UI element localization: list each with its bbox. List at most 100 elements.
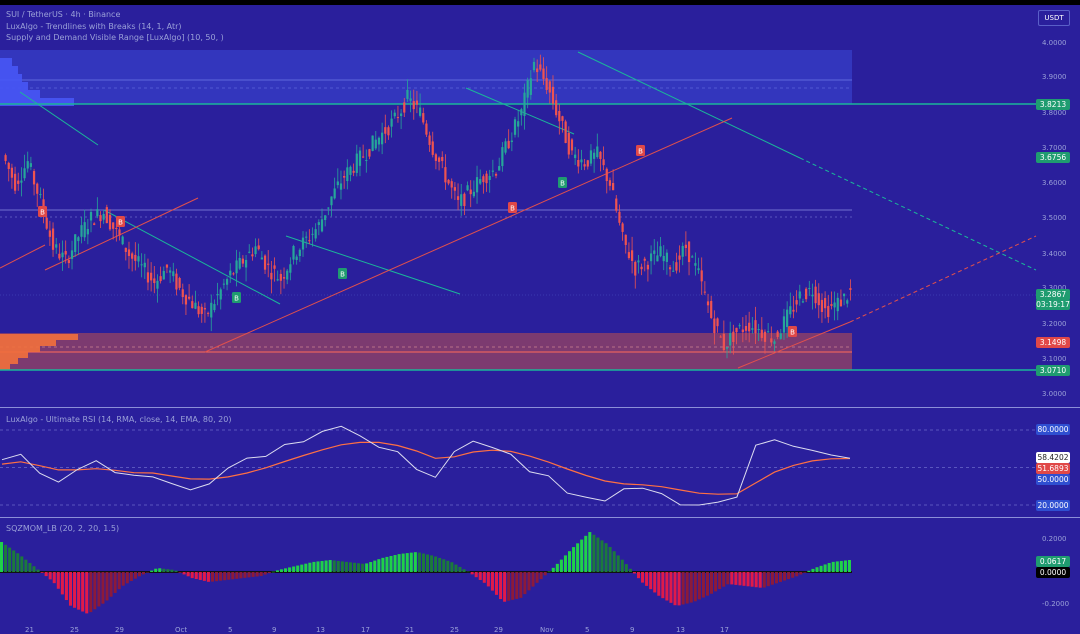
candle-body [181, 289, 184, 298]
sqz-histogram-bar [738, 572, 742, 586]
candle-body [627, 252, 631, 259]
sqz-histogram-bar [259, 572, 263, 576]
sqz-histogram-bar [799, 572, 803, 575]
candle-body [178, 277, 181, 288]
sqz-histogram-bar [4, 544, 8, 572]
candle-body [23, 168, 26, 179]
sqz-histogram-bar [462, 569, 466, 572]
sqz-zero-tag: 0.0000 [1036, 567, 1070, 578]
sqz-histogram-bar [385, 556, 389, 572]
candle-body [374, 139, 377, 149]
sqz-histogram-bar [48, 572, 52, 580]
sqz-histogram-bar [588, 532, 592, 572]
candle-body [381, 132, 384, 145]
candle-body [434, 154, 438, 161]
sqz-histogram-bar [389, 555, 393, 572]
candle-body [849, 288, 852, 290]
sqz-histogram-bar [101, 572, 105, 604]
currency-button[interactable]: USDT [1038, 10, 1070, 26]
pane-separator-sqz[interactable] [0, 517, 1080, 518]
rsi-indicator-label[interactable]: LuxAlgo - Ultimate RSI (14, RMA, close, … [6, 415, 232, 424]
sqz-histogram-bar [677, 572, 681, 606]
bar-countdown-tag: 03:19:17 [1036, 299, 1070, 310]
candle-body [687, 241, 691, 263]
candle-body [586, 160, 589, 167]
breakout-marker-label: B [118, 219, 123, 227]
rsi-mid-tag: 50.0000 [1036, 474, 1070, 485]
candle-body [776, 331, 779, 338]
sqz-histogram-bar [803, 572, 807, 573]
sqz-indicator-label[interactable]: SQZMOM_LB (20, 2, 20, 1.5) [6, 524, 120, 533]
candle-body [260, 257, 263, 260]
candle-body [488, 175, 491, 181]
rsi-signal-tag: 51.6893 [1036, 463, 1070, 474]
sqz-histogram-bar [559, 559, 563, 572]
candle-body [668, 267, 672, 270]
candle-body [289, 264, 292, 273]
top-bar [0, 0, 1080, 5]
candle-body [523, 92, 526, 116]
sqz-histogram-bar [734, 572, 738, 585]
indicator-trendlines-label[interactable]: LuxAlgo - Trendlines with Breaks (14, 1,… [6, 22, 182, 31]
candle-body [238, 257, 241, 269]
sqz-histogram-bar [478, 572, 482, 580]
sqz-histogram-bar [44, 572, 48, 577]
candle-body [589, 150, 593, 164]
candle-body [646, 264, 650, 270]
candle-body [624, 234, 627, 245]
candle-body [574, 154, 577, 159]
sqz-histogram-bar [795, 572, 799, 577]
candle-body [263, 255, 267, 270]
sqz-histogram-bar [401, 553, 405, 572]
time-tick: Oct [175, 626, 188, 634]
pane-separator-rsi[interactable] [0, 407, 1080, 408]
candle-body [191, 301, 194, 309]
time-tick: 5 [585, 626, 590, 634]
supply-profile-bar [0, 90, 40, 98]
sqz-histogram-bar [300, 564, 304, 572]
candle-body [48, 230, 51, 237]
sqz-histogram-bar [24, 559, 28, 572]
sqz-histogram-bar [474, 572, 478, 578]
sqz-histogram-bar [697, 572, 701, 600]
candle-body [596, 146, 599, 158]
sqz-histogram-bar [746, 572, 750, 587]
indicator-supply-demand-label[interactable]: Supply and Demand Visible Range [LuxAlgo… [6, 33, 224, 42]
sqz-histogram-bar [568, 551, 572, 572]
demand-profile-bar [0, 364, 10, 370]
candle-body [194, 302, 197, 309]
candle-body [39, 194, 42, 196]
candle-body [244, 259, 248, 268]
sqz-histogram-bar [754, 572, 758, 588]
sqz-histogram-bar [210, 572, 215, 582]
sqz-histogram-bar [16, 553, 20, 572]
sqz-histogram-bar [381, 557, 385, 572]
sqz-histogram-bar [551, 567, 555, 572]
sqz-histogram-bar [730, 572, 734, 585]
candle-body [390, 118, 393, 127]
sqz-histogram-bar [150, 570, 154, 572]
candle-body [55, 244, 58, 248]
candle-body [20, 180, 23, 183]
symbol-title[interactable]: SUI / TetherUS · 4h · Binance [6, 10, 121, 19]
candle-body [393, 112, 396, 117]
candle-body [479, 179, 482, 184]
candle-body [124, 247, 127, 252]
sqz-histogram-bar [616, 555, 620, 572]
breakout-marker [788, 326, 797, 337]
sqz-histogram-bar [527, 572, 531, 591]
candle-body [811, 294, 814, 297]
sqz-histogram-bar [251, 572, 255, 577]
candle-body [105, 207, 108, 224]
candle-body [456, 196, 460, 200]
candle-body [757, 329, 760, 331]
supply-profile-bar [0, 58, 12, 66]
sqz-histogram-bar [60, 572, 64, 595]
candle-body [409, 98, 412, 101]
candle-body [279, 273, 282, 281]
candle-body [539, 64, 542, 70]
candle-body [330, 196, 333, 206]
sqz-histogram-bar [219, 572, 223, 581]
candle-body [789, 306, 792, 315]
